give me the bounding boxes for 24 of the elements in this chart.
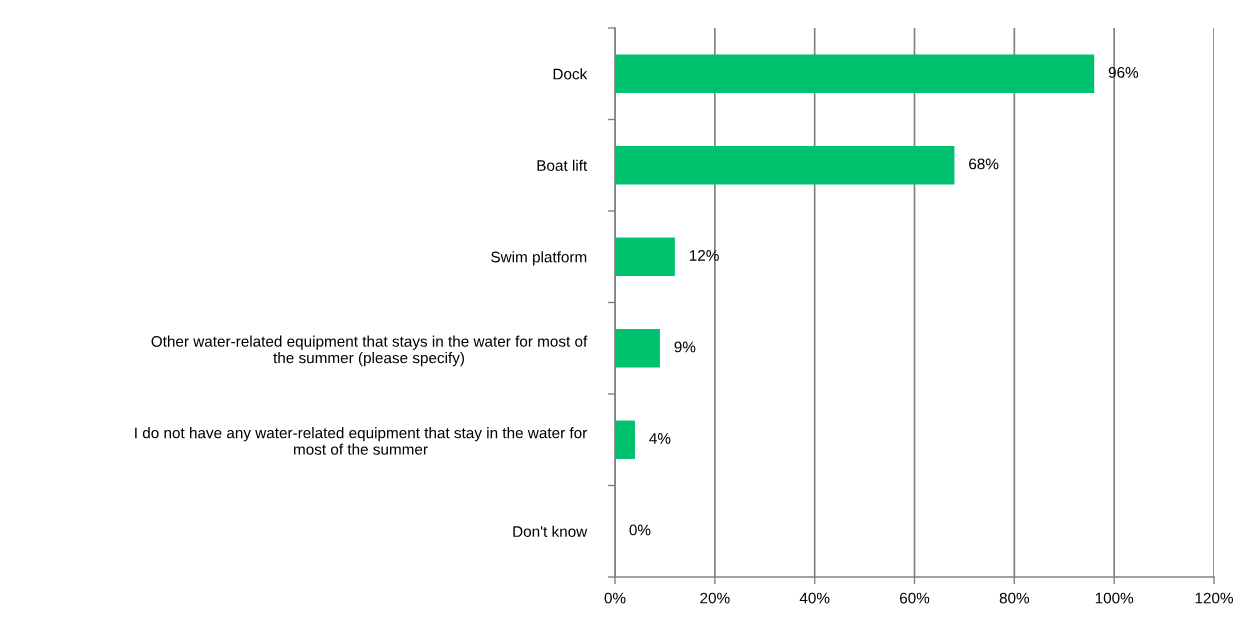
x-tick-label: 120%: [1195, 592, 1233, 604]
data-label: 96%: [1108, 67, 1139, 78]
data-label: 9%: [674, 341, 696, 353]
y-tick-label: Dock: [553, 68, 588, 80]
x-tick-label: 60%: [899, 592, 930, 604]
data-label: 0%: [629, 524, 651, 536]
x-tick-label: 0%: [604, 592, 626, 604]
x-tick-label: 40%: [799, 592, 830, 604]
x-tick-label: 20%: [700, 592, 730, 604]
y-tick-label: Swim platform: [491, 251, 587, 266]
data-label: 4%: [649, 433, 671, 444]
y-tick-label: Boat lift: [537, 159, 588, 171]
data-label: 68%: [969, 158, 999, 170]
bar: [615, 420, 635, 459]
bar: [615, 54, 1095, 93]
x-tick-label: 80%: [999, 592, 1030, 604]
bar: [615, 329, 660, 368]
y-tick-label: Don't know: [513, 525, 588, 537]
y-tick-label: Other water-related equipment that stays in the water for most of the summer (please specify): [151, 335, 588, 367]
y-tick-label: I do not have any water-related equipment that stay in the water for most of the summer: [135, 427, 587, 455]
bar: [615, 146, 955, 185]
bar: [615, 237, 675, 276]
data-label: 12%: [689, 250, 719, 261]
x-tick-label: 100%: [1095, 592, 1134, 604]
